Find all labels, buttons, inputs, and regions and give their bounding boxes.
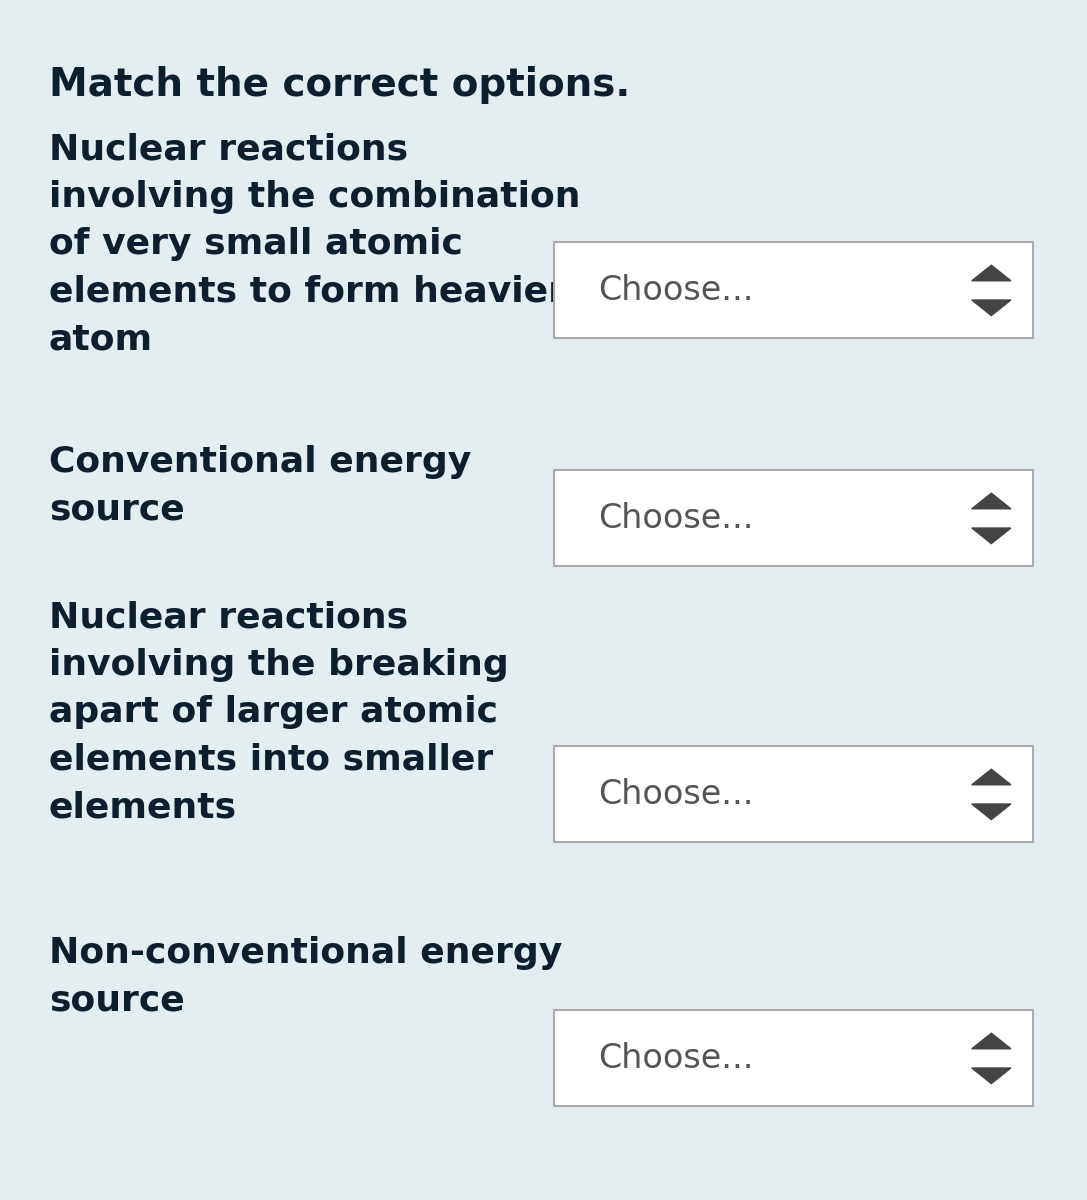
Polygon shape: [972, 265, 1011, 281]
Text: Nuclear reactions
involving the combination
of very small atomic
elements to for: Nuclear reactions involving the combinat…: [49, 132, 580, 356]
FancyBboxPatch shape: [554, 242, 1033, 338]
Text: Nuclear reactions
involving the breaking
apart of larger atomic
elements into sm: Nuclear reactions involving the breaking…: [49, 600, 509, 824]
Polygon shape: [972, 1033, 1011, 1049]
Text: Match the correct options.: Match the correct options.: [49, 66, 630, 104]
Text: Choose...: Choose...: [598, 778, 753, 811]
Text: Conventional energy
source: Conventional energy source: [49, 445, 471, 527]
Polygon shape: [972, 300, 1011, 316]
Polygon shape: [972, 528, 1011, 544]
Polygon shape: [972, 493, 1011, 509]
Text: Non-conventional energy
source: Non-conventional energy source: [49, 936, 562, 1018]
Text: Choose...: Choose...: [598, 274, 753, 307]
FancyBboxPatch shape: [554, 470, 1033, 566]
FancyBboxPatch shape: [554, 746, 1033, 842]
Text: Choose...: Choose...: [598, 502, 753, 535]
Text: Choose...: Choose...: [598, 1042, 753, 1075]
FancyBboxPatch shape: [554, 1010, 1033, 1106]
Polygon shape: [972, 1068, 1011, 1084]
Polygon shape: [972, 769, 1011, 785]
Polygon shape: [972, 804, 1011, 820]
